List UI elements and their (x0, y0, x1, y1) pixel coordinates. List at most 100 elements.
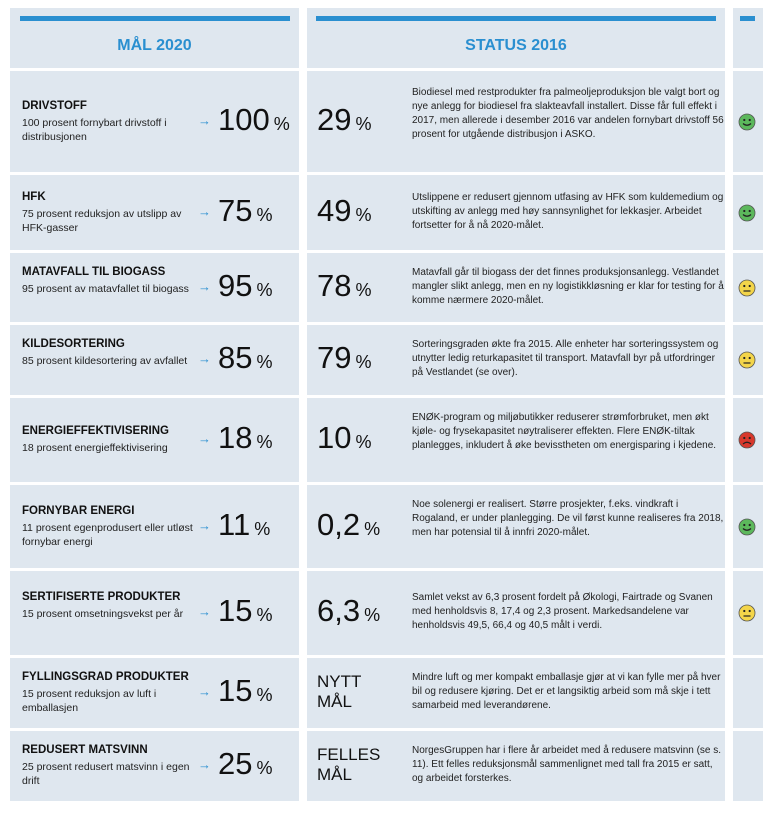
target-number: 15 (218, 673, 253, 708)
smiley-face (738, 604, 756, 622)
target-value: 95% (218, 268, 273, 304)
target-value: 15% (218, 593, 273, 629)
status-text: Sorteringsgraden økte fra 2015. Alle enh… (412, 339, 719, 378)
status-text: Noe solenergi er realisert. Større prosj… (412, 498, 724, 538)
header-bar (316, 16, 716, 21)
status-text: Utslippene er redusert gjennom utfasing … (412, 191, 724, 231)
status-label: FELLES MÅL (317, 745, 381, 784)
target-cell (10, 731, 299, 801)
row-title: SERTIFISERTE PRODUKTER (22, 591, 181, 603)
row-description: 15 prosent omsetningsvekst per år (22, 608, 184, 620)
arrow: → (198, 203, 211, 219)
row-title: MATAVFALL TIL BIOGASS (22, 265, 166, 278)
status-cell (307, 175, 725, 250)
target-unit: % (256, 758, 273, 778)
target-number: 100 (218, 101, 270, 137)
status-text: Mindre luft og mer kompakt emballasje gj… (412, 672, 721, 711)
target-value: 75% (218, 193, 273, 229)
arrow: → (198, 684, 211, 699)
status-unit: % (355, 352, 372, 372)
target-number: 75 (218, 192, 253, 228)
status-value: 79% (317, 340, 372, 376)
status-cell (307, 658, 725, 728)
status-cell (307, 398, 725, 482)
target-unit: % (256, 279, 273, 300)
target-cell (10, 571, 299, 655)
status-value: 78% (317, 268, 372, 304)
status-number: 29 (317, 101, 352, 137)
arrow: → (198, 517, 211, 533)
status-cell (307, 71, 725, 172)
status-number: 49 (317, 192, 352, 228)
target-value: 25% (218, 746, 273, 782)
target-value: 85% (218, 340, 273, 376)
row-title: ENERGIEFFEKTIVISERING (22, 425, 169, 437)
target-value: 100% (218, 102, 290, 138)
smiley (738, 518, 756, 536)
row-description: 85 prosent kildesortering av avfallet (22, 355, 188, 367)
status-text: Matavfall går til biogass der det finnes… (412, 266, 724, 306)
header-right: STATUS 2016 (465, 37, 567, 54)
target-cell (10, 71, 299, 172)
smiley (738, 431, 756, 449)
smiley-face (738, 518, 756, 535)
target-cell (10, 175, 299, 250)
target-number: 95 (218, 267, 253, 303)
target-unit: % (256, 352, 273, 372)
target-value: 18% (218, 420, 273, 456)
smiley-face (738, 431, 756, 449)
status-cell (307, 325, 725, 395)
smiley-cell (733, 658, 763, 728)
arrow: → (198, 278, 211, 294)
arrow: → (198, 431, 211, 446)
target-number: 11 (218, 506, 251, 542)
row-description: 15 prosent reduksjon av luft i emballasj… (22, 688, 157, 714)
header-left: MÅL 2020 (117, 37, 192, 54)
status-unit: % (355, 204, 372, 225)
status-unit: % (364, 605, 381, 625)
smiley-face (738, 113, 756, 130)
smiley (738, 204, 756, 222)
row-description: 11 prosent egenprodusert eller utløst fo… (22, 521, 193, 548)
status-unit: % (355, 432, 372, 452)
status-unit: % (355, 279, 372, 300)
target-cell (10, 658, 299, 728)
smiley-face (738, 279, 756, 296)
arrow: → (198, 112, 211, 128)
row-description: 18 prosent energieffektivisering (22, 442, 168, 454)
target-value: 11% (218, 507, 270, 543)
target-cell (10, 325, 299, 395)
target-number: 25 (218, 746, 253, 781)
header-bar (740, 16, 755, 21)
status-value: 6,3% (317, 593, 380, 629)
status-text: Biodiesel med restprodukter fra palmeolj… (412, 86, 724, 140)
status-value: 29% (317, 102, 372, 138)
header-bar (20, 16, 290, 21)
target-unit: % (273, 113, 290, 134)
target-cell (10, 398, 299, 482)
status-cell (307, 485, 725, 568)
row-title: HFK (22, 190, 46, 203)
row-description: 25 prosent redusert matsvinn i egen drif… (22, 761, 190, 787)
smiley-face (738, 204, 756, 221)
status-cell (307, 571, 725, 655)
target-cell (10, 253, 299, 322)
smiley (738, 279, 756, 297)
status-number: 6,3 (317, 593, 361, 628)
status-number: 10 (317, 420, 352, 455)
arrow: → (198, 351, 211, 366)
row-description: 75 prosent reduksjon av utslipp av HFK-g… (22, 207, 182, 234)
status-text: ENØK-program og miljøbutikker reduserer … (412, 412, 717, 451)
target-unit: % (256, 685, 273, 705)
status-number: 0,2 (317, 506, 361, 542)
target-unit: % (256, 204, 273, 225)
target-unit: % (256, 432, 273, 452)
target-cell (10, 485, 299, 568)
arrow: → (198, 757, 211, 772)
row-description: 95 prosent av matavfallet til biogass (22, 282, 189, 295)
smiley (738, 604, 756, 622)
target-number: 18 (218, 420, 253, 455)
target-unit: % (256, 605, 273, 625)
smiley (738, 113, 756, 131)
arrow: → (198, 604, 211, 619)
